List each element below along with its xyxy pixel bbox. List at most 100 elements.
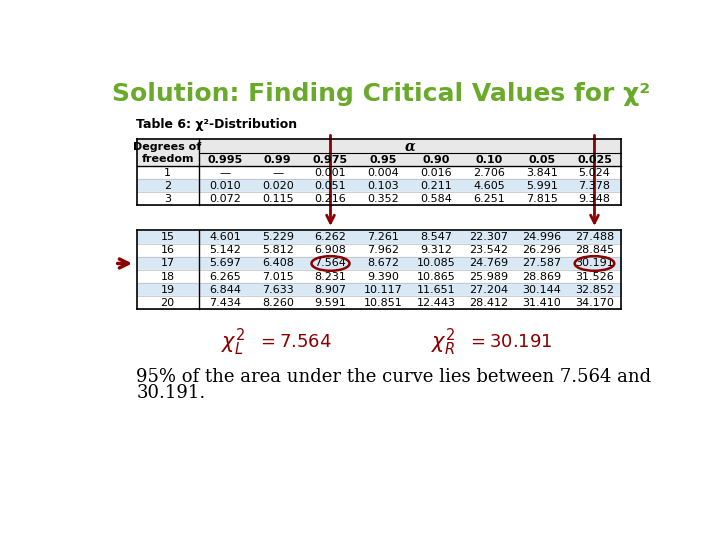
Text: 27.488: 27.488 [575,232,614,242]
Text: 10.865: 10.865 [417,272,456,281]
Text: 0.051: 0.051 [315,181,346,191]
Text: 26.296: 26.296 [522,245,561,255]
Text: 27.587: 27.587 [522,259,562,268]
Text: 0.90: 0.90 [423,154,450,165]
Text: 30.191: 30.191 [575,259,614,268]
Text: 4.605: 4.605 [473,181,505,191]
Text: 7.378: 7.378 [578,181,611,191]
Text: 0.995: 0.995 [207,154,243,165]
Bar [137,192,621,205]
Text: 8.260: 8.260 [262,298,294,308]
Text: 5.142: 5.142 [209,245,240,255]
Text: 6.262: 6.262 [315,232,346,242]
Text: 5.812: 5.812 [262,245,294,255]
Text: 7.815: 7.815 [526,194,557,204]
Text: 19: 19 [161,285,174,295]
Text: 9.390: 9.390 [367,272,399,281]
Text: 6.844: 6.844 [209,285,241,295]
Text: 3.841: 3.841 [526,167,557,178]
Text: 10.085: 10.085 [417,259,456,268]
Text: 31.526: 31.526 [575,272,614,281]
Text: 7.633: 7.633 [262,285,294,295]
Text: 0.004: 0.004 [367,167,399,178]
Text: 20: 20 [161,298,174,308]
Text: 2.706: 2.706 [473,167,505,178]
Text: 7.015: 7.015 [262,272,294,281]
Text: 0.020: 0.020 [262,181,294,191]
Text: 0.584: 0.584 [420,194,452,204]
Text: 8.907: 8.907 [315,285,346,295]
Text: 0.95: 0.95 [369,154,397,165]
Text: $\chi^2_L$: $\chi^2_L$ [221,326,246,357]
Text: Table 6: χ²-Distribution: Table 6: χ²-Distribution [137,118,297,131]
Text: 15: 15 [161,232,174,242]
Text: 28.869: 28.869 [522,272,562,281]
Text: 5.024: 5.024 [579,167,611,178]
Text: 6.408: 6.408 [262,259,294,268]
Text: $= 7.564$: $= 7.564$ [256,333,331,351]
Text: 2: 2 [164,181,171,191]
Text: α: α [405,139,415,153]
Text: 4.601: 4.601 [209,232,240,242]
Bar [137,139,621,166]
Text: 12.443: 12.443 [417,298,456,308]
Text: 0.115: 0.115 [262,194,294,204]
Text: 24.769: 24.769 [469,259,508,268]
Text: —: — [272,167,283,178]
Text: 95% of the area under the curve lies between 7.564 and: 95% of the area under the curve lies bet… [137,368,652,386]
Text: 7.564: 7.564 [315,259,346,268]
Text: 17: 17 [161,259,174,268]
Text: 9.312: 9.312 [420,245,452,255]
Text: —: — [220,167,230,178]
Text: 8.231: 8.231 [315,272,346,281]
Text: 0.103: 0.103 [367,181,399,191]
Text: 6.908: 6.908 [315,245,346,255]
Text: 27.204: 27.204 [469,285,508,295]
Text: 10.117: 10.117 [364,285,402,295]
Text: 0.216: 0.216 [315,194,346,204]
Text: 5.697: 5.697 [209,259,240,268]
Text: 30.144: 30.144 [522,285,561,295]
Text: 7.434: 7.434 [209,298,241,308]
Text: 16: 16 [161,245,174,255]
Text: 0.016: 0.016 [420,167,452,178]
Text: 0.211: 0.211 [420,181,452,191]
Text: 0.05: 0.05 [528,154,555,165]
Text: 7.962: 7.962 [367,245,400,255]
Text: 0.010: 0.010 [209,181,240,191]
Text: 28.845: 28.845 [575,245,614,255]
Text: 18: 18 [161,272,174,281]
Text: 0.001: 0.001 [315,167,346,178]
Text: 34.170: 34.170 [575,298,614,308]
Text: 8.547: 8.547 [420,232,452,242]
Text: 31.410: 31.410 [522,298,561,308]
Text: 7.261: 7.261 [367,232,399,242]
Text: 10.851: 10.851 [364,298,402,308]
Text: 3: 3 [164,194,171,204]
Text: 28.412: 28.412 [469,298,508,308]
Text: 9.348: 9.348 [578,194,611,204]
Text: 0.352: 0.352 [367,194,399,204]
Text: 5.991: 5.991 [526,181,557,191]
Text: 8.672: 8.672 [367,259,400,268]
Text: 0.072: 0.072 [209,194,240,204]
Bar [137,166,621,179]
Text: 22.307: 22.307 [469,232,508,242]
Text: 25.989: 25.989 [469,272,508,281]
Text: 24.996: 24.996 [522,232,562,242]
Text: 0.99: 0.99 [264,154,292,165]
Bar [137,231,621,244]
Text: 11.651: 11.651 [417,285,455,295]
Text: 23.542: 23.542 [469,245,508,255]
Text: 0.975: 0.975 [313,154,348,165]
Text: 0.10: 0.10 [475,154,503,165]
Text: 6.251: 6.251 [473,194,505,204]
Text: 30.191.: 30.191. [137,384,206,402]
Bar [137,257,621,270]
Text: 32.852: 32.852 [575,285,614,295]
Text: 9.591: 9.591 [315,298,346,308]
Bar [137,179,621,192]
Text: 0.025: 0.025 [577,154,612,165]
Text: Degrees of
freedom: Degrees of freedom [133,142,202,164]
Bar [137,244,621,257]
